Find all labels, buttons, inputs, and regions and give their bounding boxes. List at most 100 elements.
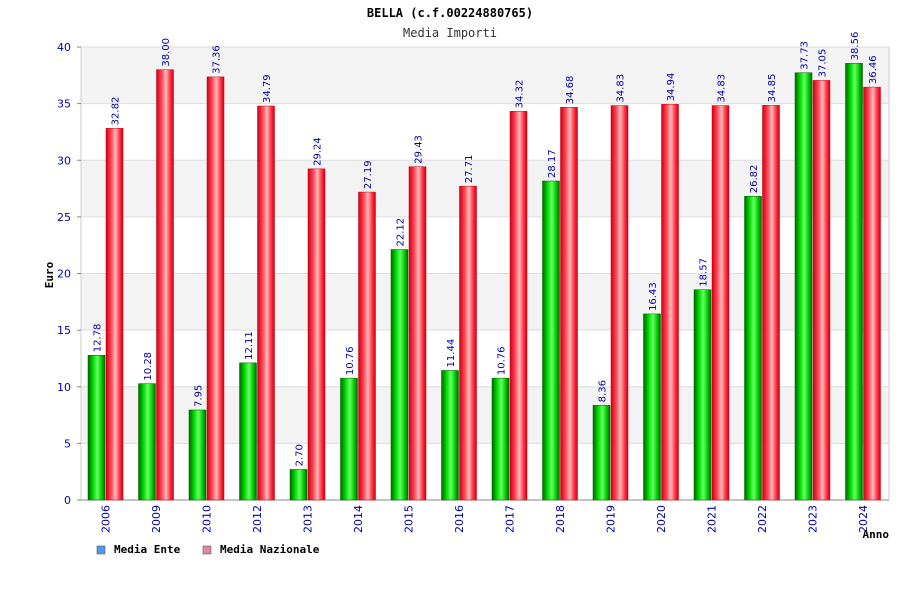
bar-media-nazionale-2014 [358,191,376,501]
bar-media-ente-2009 [138,383,156,501]
bar-media-ente-2017 [491,377,510,501]
data-label: 10.76 [345,347,356,376]
data-labels: 12.78 32.82 10.28 38.00 7.95 37.36 12.11 34.79 2… [93,32,880,467]
x-tick-label: 2017 [503,505,516,533]
chart-subtitle: Media Importi [403,26,497,40]
data-label: 22.12 [396,218,407,247]
bar-media-ente-2010 [188,409,207,501]
x-tick-label: 2015 [402,505,415,533]
y-tick-label: 15 [57,324,71,337]
bars [87,63,881,501]
data-label: 34.83 [616,74,627,103]
data-label: 28.17 [547,149,558,178]
y-tick-label: 30 [57,154,71,167]
data-label: 38.00 [161,38,172,67]
legend-label-media-ente: Media Ente [114,543,181,556]
bar-media-ente-2021 [693,289,712,501]
bar-media-ente-2012 [239,362,257,501]
data-label: 37.73 [800,41,811,70]
data-label: 16.43 [648,282,659,311]
x-tick-label: 2021 [705,505,718,533]
bar-media-nazionale-2017 [509,111,528,501]
bar-media-ente-2024 [845,63,863,501]
bar-media-ente-2016 [441,370,459,501]
y-tick-label: 40 [57,41,71,54]
x-tick-label: 2014 [352,505,365,533]
data-label: 29.24 [313,137,324,166]
data-label: 37.05 [818,49,829,78]
x-tick-label: 2006 [99,505,112,533]
bar-media-nazionale-2020 [661,104,679,501]
data-label: 34.68 [565,76,576,105]
y-tick-label: 0 [64,494,71,507]
bar-media-nazionale-2015 [408,166,427,501]
bar-media-ente-2022 [744,196,762,501]
data-label: 7.95 [194,385,205,407]
bar-media-nazionale-2009 [156,69,174,501]
y-tick-label: 10 [57,381,71,394]
x-axis-label: Anno [863,528,890,541]
data-label: 26.82 [749,165,760,194]
data-label: 18.57 [699,258,710,287]
bar-media-ente-2018 [542,180,560,501]
data-label: 32.82 [111,97,122,126]
data-label: 11.44 [446,339,457,368]
bar-media-ente-2014 [340,377,358,501]
y-axis-label: Euro [43,261,56,288]
y-axis-ticks: 0 5 10 15 20 25 30 35 40 [57,41,71,507]
legend: Media Ente Media Nazionale [96,543,320,556]
bar-media-nazionale-2022 [762,105,780,501]
bar-media-ente-2013 [289,469,308,501]
bar-media-ente-2023 [794,72,813,501]
bar-media-nazionale-2016 [459,185,477,501]
bar-media-nazionale-2018 [560,106,578,501]
legend-label-media-nazionale: Media Nazionale [220,543,320,556]
data-label: 36.46 [868,55,879,84]
bar-media-nazionale-2021 [711,105,730,501]
y-tick-label: 20 [57,268,71,281]
x-tick-label: 2023 [806,505,819,533]
data-label: 10.28 [143,352,154,381]
data-label: 37.36 [212,45,223,74]
x-tick-label: 2019 [604,505,617,533]
data-label: 34.79 [262,74,273,103]
data-label: 34.94 [666,73,677,102]
bar-media-nazionale-2012 [257,105,275,501]
bar-media-nazionale-2023 [812,80,831,501]
x-tick-label: 2024 [857,505,870,533]
bar-media-nazionale-2006 [105,128,124,501]
x-axis-ticks: 2006 2009 2010 2012 2013 2014 2015 2016 2017 2018… [99,505,870,533]
legend-swatch-media-nazionale [202,545,212,555]
legend-swatch-media-ente [96,545,106,555]
chart-title: BELLA (c.f.00224880765) [367,6,533,20]
bar-media-nazionale-2024 [863,86,881,501]
x-tick-label: 2022 [756,505,769,533]
data-label: 12.78 [93,324,104,353]
data-label: 27.19 [363,160,374,189]
x-tick-label: 2018 [554,505,567,533]
data-label: 10.76 [497,347,508,376]
bar-media-ente-2019 [592,405,611,501]
data-label: 12.11 [244,331,255,360]
x-tick-label: 2020 [655,505,668,533]
bar-media-nazionale-2013 [307,168,326,501]
data-label: 29.43 [414,135,425,164]
x-tick-label: 2016 [453,505,466,533]
data-label: 38.56 [850,32,861,61]
data-label: 34.85 [767,74,778,103]
data-label: 8.36 [598,380,609,402]
x-tick-label: 2009 [150,505,163,533]
data-label: 34.83 [717,74,728,103]
bar-media-ente-2020 [643,313,661,501]
data-label: 34.32 [515,80,526,109]
x-tick-label: 2010 [200,505,213,533]
bar-media-ente-2015 [390,249,409,501]
y-tick-label: 5 [64,437,71,450]
y-tick-label: 25 [57,211,71,224]
bar-media-nazionale-2019 [610,105,629,501]
x-tick-label: 2013 [301,505,314,533]
data-label: 27.71 [464,155,475,184]
bar-media-nazionale-2010 [206,76,225,501]
